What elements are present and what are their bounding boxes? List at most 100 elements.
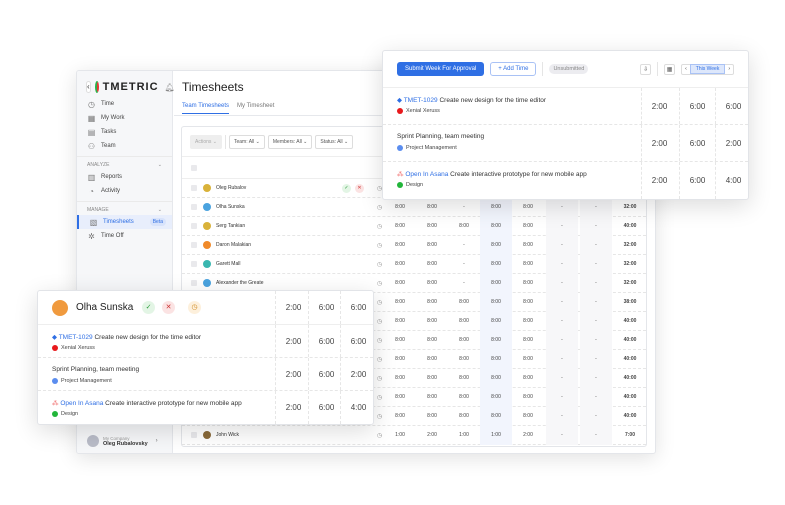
day-cell[interactable]: 8:00 bbox=[523, 412, 533, 419]
day-cell[interactable]: - bbox=[580, 349, 612, 369]
time-entry-row[interactable]: ◆ TMET-1029 Create new design for the ti… bbox=[383, 88, 748, 125]
table-row[interactable]: Daron Malakian ◷ 8:00 8:00-8:00 8:00- -32:00 bbox=[182, 235, 646, 255]
day-cell[interactable]: - bbox=[546, 425, 578, 445]
day-cell[interactable]: - bbox=[580, 425, 612, 445]
select-all-checkbox[interactable] bbox=[191, 165, 197, 171]
day-cell[interactable]: 8:00 bbox=[480, 387, 512, 407]
sidebar-item-timesheets[interactable]: ▧ Timesheets Beta bbox=[77, 215, 172, 229]
day-cell[interactable]: 8:00 bbox=[459, 393, 469, 400]
day-cell[interactable]: 8:00 bbox=[480, 406, 512, 426]
day-cell[interactable]: 8:00 bbox=[523, 222, 533, 229]
day-cell[interactable]: 8:00 bbox=[395, 203, 405, 210]
time-cell[interactable]: 2:00 bbox=[275, 325, 311, 357]
user-menu[interactable]: My Company Oleg Rubalovsky › bbox=[87, 435, 158, 447]
day-cell[interactable]: - bbox=[580, 311, 612, 331]
day-cell[interactable]: - bbox=[546, 349, 578, 369]
time-entry-row[interactable]: Sprint Planning, team meeting Project Man… bbox=[38, 358, 373, 391]
day-cell[interactable]: 8:00 bbox=[427, 355, 437, 362]
team-filter[interactable]: Team: All ⌄ bbox=[229, 134, 265, 149]
day-cell[interactable]: 8:00 bbox=[459, 412, 469, 419]
sidebar-item-tasks[interactable]: ▤ Tasks bbox=[77, 125, 172, 139]
day-cell[interactable]: - bbox=[546, 406, 578, 426]
day-cell[interactable]: 2:00 bbox=[523, 431, 533, 438]
row-checkbox[interactable] bbox=[191, 242, 197, 248]
day-cell[interactable]: 8:00 bbox=[427, 241, 437, 248]
time-cell[interactable]: 6:00 bbox=[308, 325, 344, 357]
row-checkbox[interactable] bbox=[191, 223, 197, 229]
day-cell[interactable]: 8:00 bbox=[523, 374, 533, 381]
day-cell[interactable]: - bbox=[580, 292, 612, 312]
day-cell[interactable]: 8:00 bbox=[480, 292, 512, 312]
day-cell[interactable]: - bbox=[580, 216, 612, 236]
day-cell[interactable]: - bbox=[546, 197, 578, 217]
issue-link[interactable]: TMET-1029 bbox=[403, 97, 438, 104]
day-cell[interactable]: 8:00 bbox=[459, 222, 469, 229]
actions-dropdown[interactable]: Actions ⌄ bbox=[190, 134, 222, 149]
day-cell[interactable]: 8:00 bbox=[427, 412, 437, 419]
day-cell[interactable]: 8:00 bbox=[523, 317, 533, 324]
day-cell[interactable]: 8:00 bbox=[395, 412, 405, 419]
day-cell[interactable]: - bbox=[546, 311, 578, 331]
day-cell[interactable]: 8:00 bbox=[395, 317, 405, 324]
row-checkbox[interactable] bbox=[191, 432, 197, 438]
time-cell[interactable]: 6:00 bbox=[679, 162, 715, 199]
day-cell[interactable]: 8:00 bbox=[523, 355, 533, 362]
day-cell[interactable]: 1:00 bbox=[459, 431, 469, 438]
day-cell[interactable]: - bbox=[546, 254, 578, 274]
stopwatch-icon[interactable]: ◷ bbox=[377, 413, 383, 420]
stopwatch-icon[interactable]: ◷ bbox=[377, 185, 383, 192]
day-cell[interactable]: - bbox=[546, 292, 578, 312]
day-cell[interactable]: 8:00 bbox=[427, 203, 437, 210]
day-cell[interactable]: - bbox=[546, 330, 578, 350]
day-cell[interactable]: 8:00 bbox=[480, 273, 512, 293]
table-row[interactable]: ◷ 8:00 8:00 8:00 8:00 8:00 - - 40:00 bbox=[182, 387, 646, 407]
day-cell[interactable]: 8:00 bbox=[523, 260, 533, 267]
time-cell[interactable]: 2:00 bbox=[340, 358, 376, 390]
time-cell[interactable]: 2:00 bbox=[275, 358, 311, 390]
time-cell[interactable]: 4:00 bbox=[340, 391, 376, 424]
time-entry-row[interactable]: Sprint Planning, team meeting Project Man… bbox=[383, 125, 748, 162]
day-cell[interactable]: 8:00 bbox=[395, 336, 405, 343]
row-checkbox[interactable] bbox=[191, 204, 197, 210]
stopwatch-icon[interactable]: ◷ bbox=[377, 337, 383, 344]
day-cell[interactable]: - bbox=[580, 330, 612, 350]
day-cell[interactable]: 8:00 bbox=[480, 330, 512, 350]
approve-icon[interactable]: ✓ bbox=[142, 301, 155, 314]
time-cell[interactable]: 6:00 bbox=[679, 88, 715, 124]
this-week-button[interactable]: This Week bbox=[689, 64, 726, 74]
time-cell[interactable]: 2:00 bbox=[275, 391, 311, 424]
day-cell[interactable]: - bbox=[580, 273, 612, 293]
day-cell[interactable]: 1:00 bbox=[480, 425, 512, 445]
day-cell[interactable]: - bbox=[580, 254, 612, 274]
day-cell[interactable]: 8:00 bbox=[395, 355, 405, 362]
day-cell[interactable]: 8:00 bbox=[480, 349, 512, 369]
day-cell[interactable]: 8:00 bbox=[395, 298, 405, 305]
day-cell[interactable]: 8:00 bbox=[523, 298, 533, 305]
day-cell[interactable]: - bbox=[580, 406, 612, 426]
day-cell[interactable]: 8:00 bbox=[427, 279, 437, 286]
sidebar-item-time-off[interactable]: ✲ Time Off bbox=[77, 229, 172, 243]
day-cell[interactable]: 2:00 bbox=[427, 431, 437, 438]
time-cell[interactable]: 2:00 bbox=[641, 125, 677, 161]
stopwatch-icon[interactable]: ◷ bbox=[377, 356, 383, 363]
day-cell[interactable]: 1:00 bbox=[395, 431, 405, 438]
sidebar-item-activity[interactable]: ◔ Activity bbox=[77, 184, 172, 198]
day-cell[interactable]: - bbox=[463, 241, 465, 248]
issue-link[interactable]: Open In Asana bbox=[60, 400, 104, 407]
table-row[interactable]: Alexander the Greate ◷ 8:00 8:00-8:00 8:00- -… bbox=[182, 273, 646, 293]
export-icon[interactable]: ⇩ bbox=[640, 63, 652, 75]
day-cell[interactable]: 8:00 bbox=[395, 241, 405, 248]
table-row[interactable]: ◷ 8:00 8:00 8:00 8:00 8:00 - - 38:00 bbox=[182, 292, 646, 312]
day-cell[interactable]: - bbox=[463, 203, 465, 210]
day-cell[interactable]: 8:00 bbox=[427, 317, 437, 324]
day-cell[interactable]: - bbox=[546, 235, 578, 255]
day-cell[interactable]: 8:00 bbox=[427, 260, 437, 267]
day-cell[interactable]: 8:00 bbox=[395, 374, 405, 381]
day-cell[interactable]: - bbox=[463, 279, 465, 286]
day-cell[interactable]: - bbox=[546, 216, 578, 236]
section-analyze[interactable]: ANALYZE ⌄ bbox=[77, 156, 172, 170]
day-cell[interactable]: 8:00 bbox=[480, 311, 512, 331]
section-manage[interactable]: MANAGE ⌄ bbox=[77, 201, 172, 215]
time-cell[interactable]: 2:00 bbox=[715, 125, 751, 161]
time-cell[interactable]: 2:00 bbox=[641, 162, 677, 199]
